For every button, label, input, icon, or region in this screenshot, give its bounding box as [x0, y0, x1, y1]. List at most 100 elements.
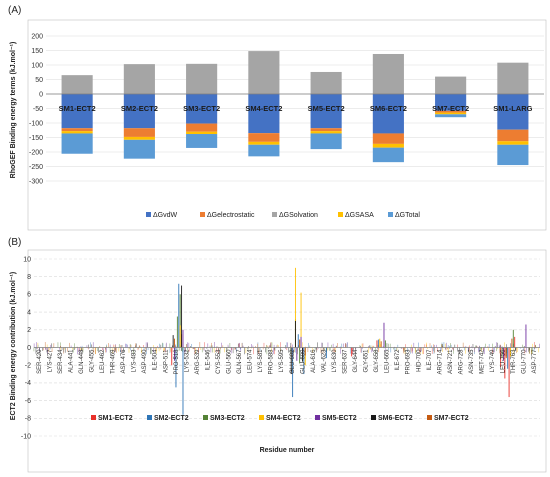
panel-b-residue-label: ASP-777 — [532, 349, 538, 374]
panel-a-bar-segment — [372, 94, 404, 134]
panel-b-residue-label: ASP-511 — [163, 349, 169, 373]
panel-a-bar-segment — [435, 94, 467, 111]
panel-a-bar-segment — [435, 114, 467, 118]
panel-b-residue-label: THR-469 — [111, 349, 117, 374]
panel-a-category-label: SM1-ECT2 — [59, 104, 96, 113]
panel-a-y-tick-label: 0 — [39, 91, 43, 98]
panel-b-x-axis-title: Residue number — [260, 447, 315, 454]
panel-a-bar-segment — [372, 133, 404, 144]
panel-b-residue-label: GLY-644 — [353, 349, 359, 373]
panel-b-y-tick-label: -6 — [25, 398, 31, 405]
panel-b-residue-label: ASP-476 — [121, 349, 127, 374]
panel-a-legend-swatch — [200, 212, 205, 217]
panel-b-legend-swatch — [147, 415, 152, 420]
panel-a-y-tick-label: 50 — [35, 77, 43, 84]
panel-b-residue-label: ASN-721 — [448, 349, 454, 374]
panel-b-legend-swatch — [259, 415, 264, 420]
panel-b-y-tick-label: 6 — [27, 292, 31, 299]
panel-b-chart: -10 -8 -6 -4 -2 0 2 4 6 8 10 SER-420 LYS-427 SER-434 A… — [21, 249, 547, 473]
panel-a-legend-label: ΔGvdW — [153, 212, 178, 219]
panel-a-label: (A) — [8, 5, 21, 16]
panel-b-residue-label: LYS-749 — [490, 349, 496, 373]
panel-b-y-tick-label: -4 — [25, 380, 31, 387]
panel-a-bar-segment — [248, 133, 280, 142]
panel-b-residue-label: LYS-532 — [184, 349, 190, 373]
panel-b-legend-label: SM6-ECT2 — [378, 415, 413, 422]
panel-a-bar-segment — [435, 112, 467, 115]
panel-b-legend-swatch — [371, 415, 376, 420]
panel-a-category-label: SM1-LARG — [493, 104, 532, 113]
panel-b-frame — [27, 249, 547, 473]
panel-a-bar-segment — [123, 94, 155, 129]
panel-b-y-tick-label: 10 — [23, 256, 31, 263]
panel-a-bar-segment — [310, 94, 342, 129]
panel-a-bar-segment — [372, 143, 404, 148]
panel-a-bar-segment — [186, 63, 218, 94]
panel-b-residue-label: ALA-441 — [68, 349, 74, 373]
panel-b-y-tick-label: 2 — [27, 327, 31, 334]
panel-b-residue-label: LEU-462 — [100, 349, 106, 373]
panel-b-residue-label: GLU-770 — [522, 349, 528, 374]
panel-b-residue-label: CYS-553 — [216, 349, 222, 374]
panel-a-legend-label: ΔGelectrostatic — [207, 212, 255, 219]
panel-a-bar-segment — [310, 128, 342, 132]
panel-b-legend-label: SM7-ECT2 — [434, 415, 469, 422]
panel-a-bar-segment — [497, 141, 529, 145]
panel-a-frame — [27, 19, 547, 231]
panel-b-residue-label: LYS-483 — [132, 349, 138, 373]
panel-b-legend-swatch — [91, 415, 96, 420]
panel-a-bar-segment — [186, 131, 218, 135]
panel-b-residue-label: LYS-581 — [258, 349, 264, 373]
panel-a-y-tick-label: -250 — [29, 164, 43, 171]
panel-b-legend-label: SM1-ECT2 — [98, 415, 133, 422]
panel-a-bar-segment — [186, 123, 218, 132]
panel-b-residue-label: LYS-595 — [279, 349, 285, 373]
panel-a-bar-segment — [310, 71, 342, 94]
panel-a-legend-swatch — [338, 212, 343, 217]
panel-b-residue-label: GLY-651 — [364, 349, 370, 373]
panel-a-legend-label: ΔGTotal — [395, 212, 420, 219]
panel-a-bar-segment — [123, 139, 155, 159]
panel-a-bar-segment — [61, 131, 93, 134]
panel-a-bar-segment — [123, 136, 155, 140]
panel-b-residue-label: ASP-490 — [142, 349, 148, 374]
panel-b-residue-label: GLN-448 — [79, 349, 85, 374]
panel-b-residue-label: LYS-630 — [332, 349, 338, 373]
panel-a-y-axis-title: RhoGEF Binding energy terms (kJ.mol⁻¹) — [10, 42, 17, 179]
panel-b-residue-label: LEU-756 — [501, 349, 507, 373]
panel-b-y-tick-label: -10 — [21, 433, 31, 440]
panel-b-residue-label: VAL-623 — [321, 349, 327, 373]
panel-b-residue-label: GLU-602 — [290, 349, 296, 374]
panel-a-y-tick-label: 200 — [31, 33, 43, 40]
panel-b-residue-label: LEU-574 — [248, 349, 254, 373]
panel-a-category-label: SM4-ECT2 — [245, 104, 282, 113]
panel-b-legend-label: SM5-ECT2 — [322, 415, 357, 422]
panel-b-residue-label: ARG-539 — [195, 349, 201, 375]
panel-b-residue-label: ALA-616 — [311, 349, 317, 373]
panel-a-bar-segment — [435, 76, 467, 94]
panel-b-residue-label: PRO-518 — [174, 349, 180, 375]
panel-a-bar-segment — [248, 144, 280, 157]
panel-b-residue-label: LYS-427 — [47, 349, 53, 373]
panel-b-residue-label: GLY-658 — [374, 349, 380, 373]
panel-a-bar-segment — [186, 94, 218, 124]
panel-b-legend-label: SM4-ECT2 — [266, 415, 301, 422]
panel-b-residue-label: GLN-567 — [237, 349, 243, 374]
panel-b-residue-label: SER-420 — [37, 349, 43, 374]
panel-a-bar-segment — [248, 141, 280, 145]
panel-b-residue-label: MET-742 — [480, 349, 486, 374]
panel-a-y-tick-label: -150 — [29, 135, 43, 142]
panel-b-residue-label: GLY-455 — [89, 349, 95, 373]
panel-a-y-tick-label: -100 — [29, 120, 43, 127]
panel-a-bar-segment — [61, 75, 93, 94]
panel-b-legend-swatch — [427, 415, 432, 420]
panel-a-legend-swatch — [272, 212, 277, 217]
panel-a-bar-segment — [435, 110, 467, 113]
panel-b-y-tick-label: -8 — [25, 416, 31, 423]
panel-a-bar-segment — [61, 94, 93, 129]
panel-b-legend-swatch — [315, 415, 320, 420]
panel-a-bar-segment — [310, 131, 342, 134]
panel-a-category-label: SM6-ECT2 — [370, 104, 407, 113]
panel-a-legend-label: ΔGSASA — [345, 212, 374, 219]
